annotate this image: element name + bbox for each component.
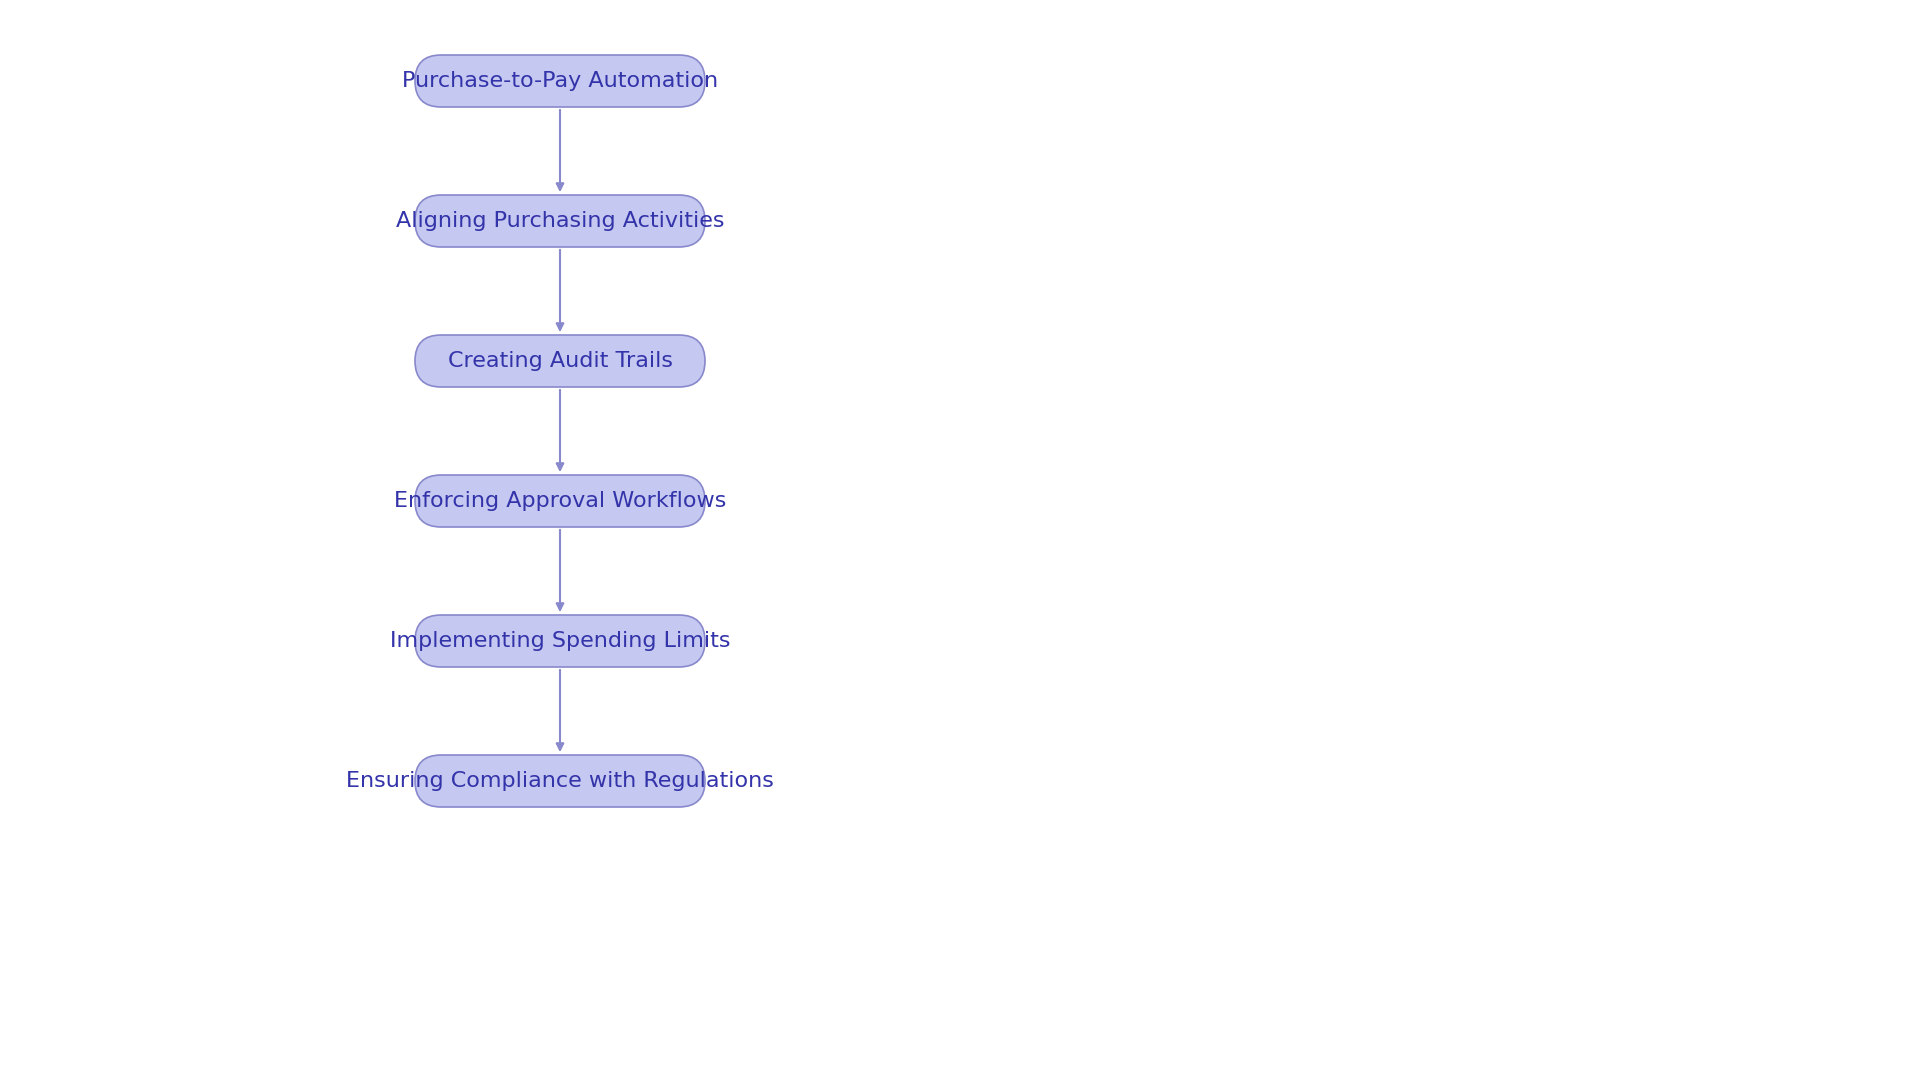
Text: Enforcing Approval Workflows: Enforcing Approval Workflows [394,491,726,511]
FancyBboxPatch shape [415,195,705,247]
FancyBboxPatch shape [415,755,705,807]
Text: Implementing Spending Limits: Implementing Spending Limits [390,631,730,651]
FancyBboxPatch shape [415,335,705,387]
FancyBboxPatch shape [415,475,705,527]
Text: Ensuring Compliance with Regulations: Ensuring Compliance with Regulations [346,771,774,791]
Text: Creating Audit Trails: Creating Audit Trails [447,351,672,371]
FancyBboxPatch shape [415,55,705,107]
Text: Aligning Purchasing Activities: Aligning Purchasing Activities [396,211,724,231]
FancyBboxPatch shape [415,615,705,667]
Text: Purchase-to-Pay Automation: Purchase-to-Pay Automation [401,71,718,91]
